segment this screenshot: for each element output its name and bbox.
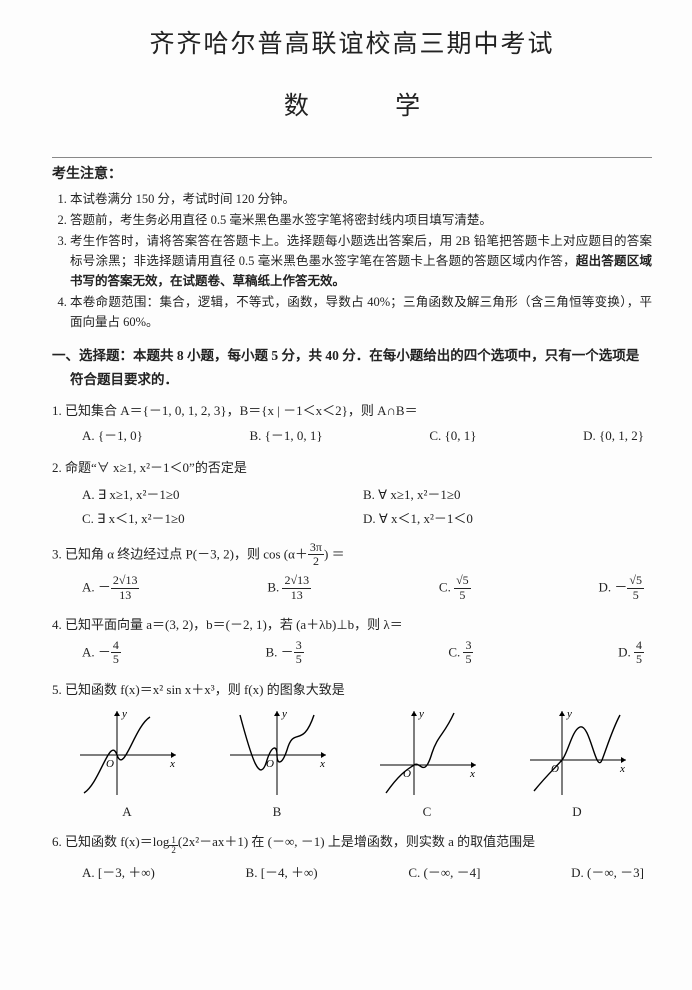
graph-A-label: A [122, 802, 131, 822]
graph-B: O x y B [222, 705, 332, 822]
opt-C: C. 35 [448, 640, 473, 667]
q4-options: A. －45 B. －35 C. 35 D. 45 [52, 638, 652, 669]
svg-text:y: y [281, 708, 287, 720]
opt-C: C. {0, 1} [429, 426, 476, 446]
opt-B: B. －35 [266, 640, 304, 667]
q2-options: A. ∃ x≥1, x²－1≥0 B. ∀ x≥1, x²－1≥0 C. ∃ x… [52, 481, 652, 532]
svg-text:x: x [469, 768, 475, 780]
svg-text:x: x [169, 758, 175, 770]
opt-A: A. ∃ x≥1, x²－1≥0 [82, 485, 363, 505]
exam-title: 齐齐哈尔普高联谊校高三期中考试 [52, 26, 652, 64]
opt-B: B. {－1, 0, 1} [250, 426, 323, 446]
svg-text:y: y [566, 708, 572, 720]
notice-item: 本卷命题范围：集合，逻辑，不等式，函数，导数占 40%；三角函数及解三角形（含三… [70, 292, 652, 332]
graph-D-label: D [572, 802, 581, 822]
opt-A: A. －45 [82, 640, 121, 667]
svg-text:y: y [121, 708, 127, 720]
opt-D: D. 45 [618, 640, 644, 667]
q1-options: A. {－1, 0} B. {－1, 0, 1} C. {0, 1} D. {0… [52, 424, 652, 448]
opt-D: D. (－∞, －3] [571, 863, 644, 883]
notice-item: 本试卷满分 150 分，考试时间 120 分钟。 [70, 189, 652, 209]
q3-options: A. －2√1313 B. 2√1313 C. √55 D. －√55 [52, 573, 652, 604]
svg-text:O: O [106, 758, 114, 770]
opt-C: C. (－∞, －4] [408, 863, 480, 883]
graph-C: O x y C [372, 705, 482, 822]
graph-B-svg: O x y [222, 705, 332, 800]
question-4: 4. 已知平面向量 a＝(3, 2)，b＝(－2, 1)，若 (a＋λb)⊥b，… [52, 615, 652, 635]
graph-D-svg: O x y [522, 705, 632, 800]
svg-text:y: y [418, 708, 424, 720]
graph-D: O x y D [522, 705, 632, 822]
opt-A: A. {－1, 0} [82, 426, 143, 446]
question-6: 6. 已知函数 f(x)＝log12(2x²－ax＋1) 在 (－∞, －1) … [52, 832, 652, 858]
graph-A: O x y A [72, 705, 182, 822]
svg-text:x: x [619, 763, 625, 775]
exam-subject: 数 学 [52, 88, 652, 126]
graph-B-label: B [273, 802, 282, 822]
graph-C-label: C [423, 802, 432, 822]
opt-C: C. √55 [439, 575, 471, 602]
notice-item: 答题前，考生务必用直径 0.5 毫米黑色墨水签字笔将密封线内项目填写清楚。 [70, 210, 652, 230]
graph-A-svg: O x y [72, 705, 182, 800]
section-heading: 一、选择题：本题共 8 小题，每小题 5 分，共 40 分．在每小题给出的四个选… [52, 346, 652, 366]
q5-graphs: O x y A O x y B O x y C [52, 705, 652, 822]
q6-options: A. [－3, ＋∞) B. [－4, ＋∞) C. (－∞, －4] D. (… [52, 861, 652, 885]
question-2: 2. 命题“∀ x≥1, x²－1＜0”的否定是 [52, 458, 652, 478]
question-5: 5. 已知函数 f(x)＝x² sin x＋x³，则 f(x) 的图象大致是 [52, 680, 652, 700]
question-1: 1. 已知集合 A＝{－1, 0, 1, 2, 3}，B＝{x | －1＜x＜2… [52, 401, 652, 421]
opt-D: D. {0, 1, 2} [583, 426, 644, 446]
opt-C: C. ∃ x＜1, x²－1≥0 [82, 509, 363, 529]
notice-item: 考生作答时，请将答案答在答题卡上。选择题每小题选出答案后，用 2B 铅笔把答题卡… [70, 231, 652, 291]
opt-B: B. ∀ x≥1, x²－1≥0 [363, 485, 644, 505]
divider [52, 157, 652, 158]
opt-B: B. [－4, ＋∞) [246, 863, 318, 883]
graph-C-svg: O x y [372, 705, 482, 800]
question-3: 3. 已知角 α 终边经过点 P(－3, 2)，则 cos (α＋3π2) ＝ [52, 542, 652, 569]
notice-heading: 考生注意： [52, 164, 652, 185]
opt-D: D. ∀ x＜1, x²－1＜0 [363, 509, 644, 529]
opt-A: A. [－3, ＋∞) [82, 863, 155, 883]
notice-list: 本试卷满分 150 分，考试时间 120 分钟。 答题前，考生务必用直径 0.5… [52, 189, 652, 332]
opt-A: A. －2√1313 [82, 575, 139, 602]
opt-D: D. －√55 [599, 575, 644, 602]
section-heading-2: 符合题目要求的． [70, 370, 652, 390]
opt-B: B. 2√1313 [267, 575, 311, 602]
svg-text:x: x [319, 758, 325, 770]
